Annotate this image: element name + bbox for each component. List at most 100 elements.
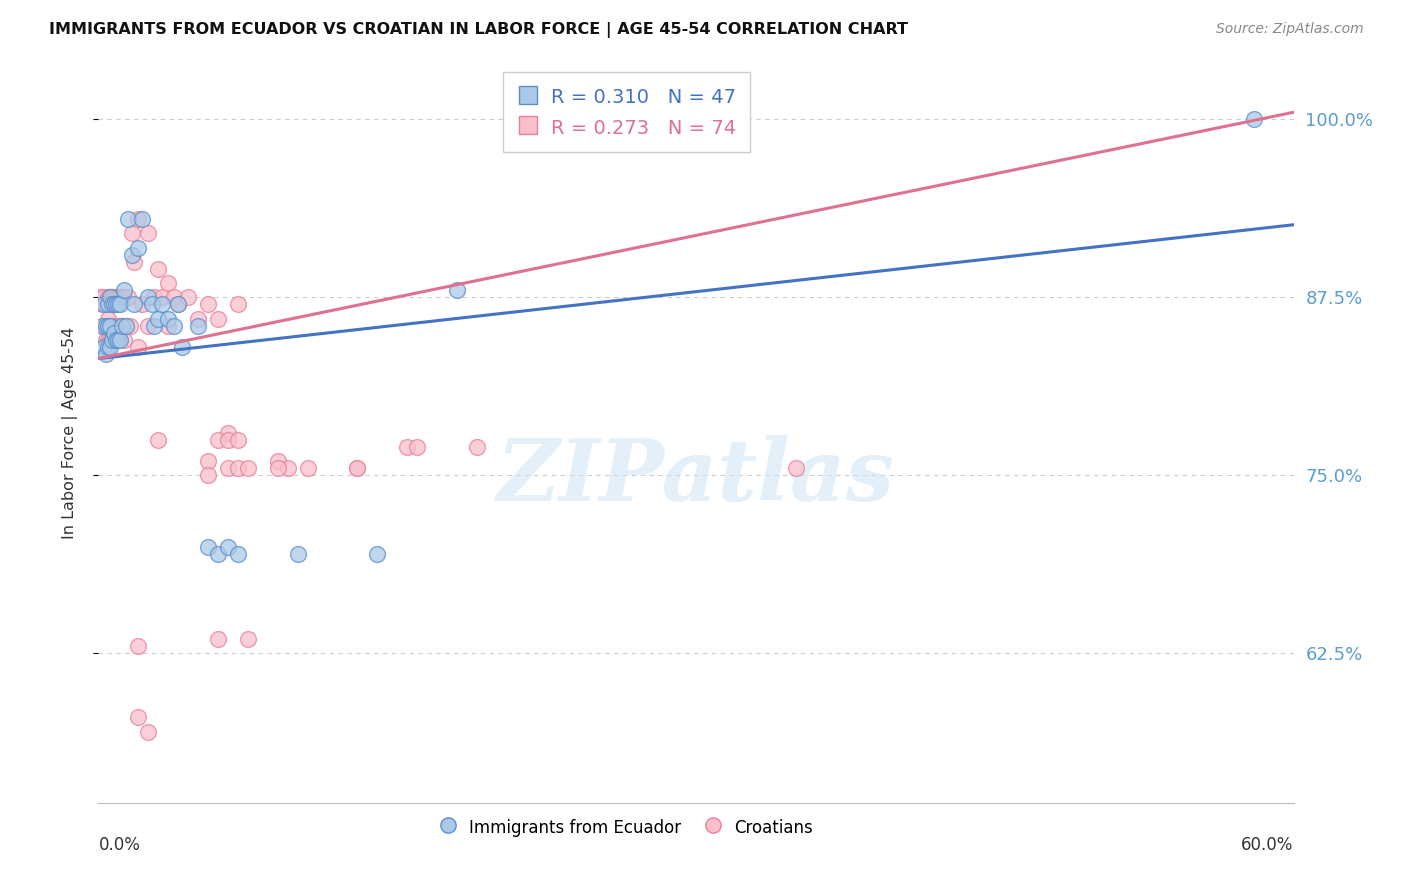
- Point: [197, 468, 219, 483]
- Point: [785, 461, 807, 475]
- Point: [177, 290, 200, 304]
- Point: [207, 433, 229, 447]
- Point: [157, 276, 180, 290]
- Point: [101, 333, 124, 347]
- Point: [396, 440, 419, 454]
- Point: [124, 254, 146, 268]
- Point: [136, 318, 159, 333]
- Point: [121, 227, 143, 241]
- Point: [112, 283, 135, 297]
- Point: [105, 290, 128, 304]
- Point: [115, 318, 138, 333]
- Point: [101, 318, 124, 333]
- Point: [136, 724, 159, 739]
- Point: [217, 540, 239, 554]
- Point: [197, 454, 219, 468]
- Point: [346, 461, 368, 475]
- Point: [97, 340, 120, 354]
- Point: [277, 461, 299, 475]
- Point: [136, 227, 159, 241]
- Point: [98, 318, 122, 333]
- Point: [446, 283, 468, 297]
- Point: [110, 290, 132, 304]
- Point: [143, 290, 166, 304]
- Point: [107, 297, 129, 311]
- Point: [465, 440, 488, 454]
- Point: [96, 333, 118, 347]
- Point: [172, 340, 194, 354]
- Point: [111, 290, 134, 304]
- Point: [111, 318, 134, 333]
- Point: [148, 261, 170, 276]
- Point: [103, 290, 125, 304]
- Point: [105, 318, 128, 333]
- Point: [141, 297, 163, 311]
- Point: [93, 340, 115, 354]
- Point: [187, 318, 209, 333]
- Point: [117, 290, 139, 304]
- Point: [148, 311, 170, 326]
- Point: [89, 290, 111, 304]
- Point: [150, 290, 173, 304]
- Point: [97, 297, 120, 311]
- Point: [93, 290, 115, 304]
- Legend: Immigrants from Ecuador, Croatians: Immigrants from Ecuador, Croatians: [427, 809, 821, 847]
- Point: [163, 318, 186, 333]
- Point: [107, 318, 129, 333]
- Point: [187, 311, 209, 326]
- Point: [110, 333, 132, 347]
- Point: [93, 297, 115, 311]
- Point: [207, 547, 229, 561]
- Point: [131, 212, 153, 227]
- Point: [143, 318, 166, 333]
- Text: Source: ZipAtlas.com: Source: ZipAtlas.com: [1216, 22, 1364, 37]
- Text: 0.0%: 0.0%: [98, 836, 141, 855]
- Point: [127, 212, 149, 227]
- Point: [236, 632, 259, 646]
- Point: [98, 318, 122, 333]
- Point: [107, 290, 129, 304]
- Point: [120, 318, 142, 333]
- Point: [167, 297, 190, 311]
- Point: [96, 297, 118, 311]
- Point: [96, 347, 118, 361]
- Point: [1243, 112, 1265, 127]
- Point: [127, 241, 149, 255]
- Point: [197, 540, 219, 554]
- Point: [226, 461, 249, 475]
- Point: [127, 710, 149, 724]
- Point: [226, 433, 249, 447]
- Point: [91, 297, 114, 311]
- Point: [287, 547, 309, 561]
- Y-axis label: In Labor Force | Age 45-54: In Labor Force | Age 45-54: [62, 326, 77, 539]
- Point: [105, 333, 128, 347]
- Point: [93, 318, 115, 333]
- Point: [97, 333, 120, 347]
- Text: 60.0%: 60.0%: [1241, 836, 1294, 855]
- Point: [157, 311, 180, 326]
- Point: [217, 433, 239, 447]
- Point: [197, 297, 219, 311]
- Point: [103, 318, 125, 333]
- Point: [207, 311, 229, 326]
- Point: [112, 333, 135, 347]
- Point: [101, 297, 124, 311]
- Point: [112, 290, 135, 304]
- Point: [127, 639, 149, 653]
- Point: [98, 340, 122, 354]
- Point: [150, 297, 173, 311]
- Point: [103, 297, 125, 311]
- Point: [117, 212, 139, 227]
- Point: [217, 461, 239, 475]
- Point: [97, 311, 120, 326]
- Point: [406, 440, 429, 454]
- Point: [96, 318, 118, 333]
- Point: [346, 461, 368, 475]
- Point: [267, 454, 290, 468]
- Point: [101, 333, 124, 347]
- Point: [236, 461, 259, 475]
- Point: [267, 461, 290, 475]
- Point: [110, 318, 132, 333]
- Text: IMMIGRANTS FROM ECUADOR VS CROATIAN IN LABOR FORCE | AGE 45-54 CORRELATION CHART: IMMIGRANTS FROM ECUADOR VS CROATIAN IN L…: [49, 22, 908, 38]
- Point: [157, 318, 180, 333]
